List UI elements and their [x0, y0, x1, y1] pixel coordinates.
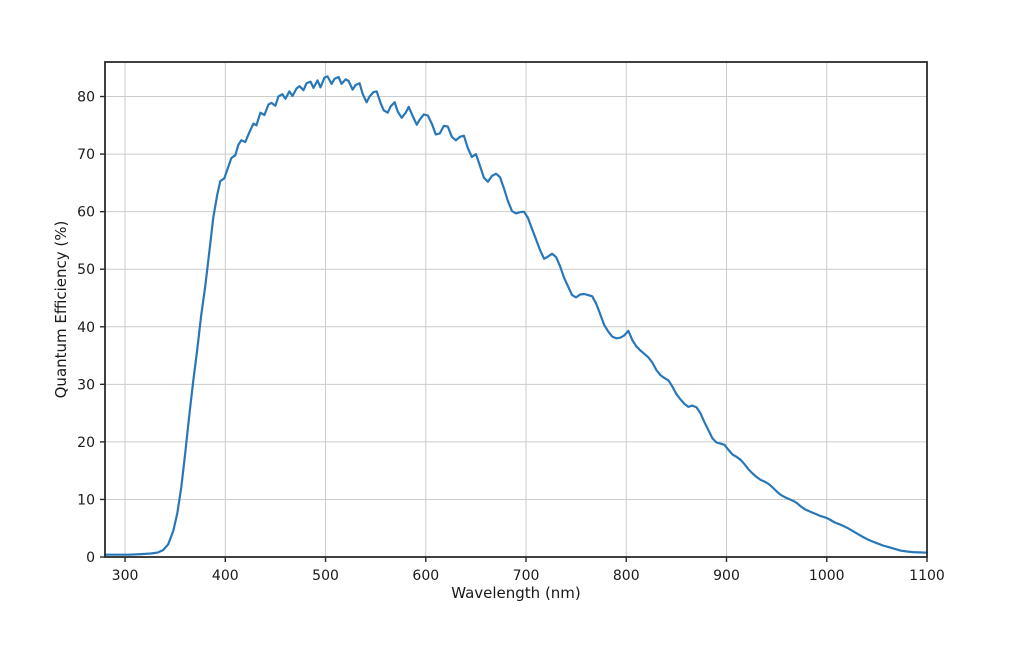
y-tick-label: 60 [77, 205, 95, 221]
y-axis-label: Quantum Efficiency (%) [52, 221, 70, 399]
x-tick-label: 400 [212, 568, 239, 584]
x-tick-label: 700 [513, 568, 540, 584]
y-tick-label: 40 [77, 320, 95, 336]
x-tick-label: 300 [112, 568, 139, 584]
grid-lines [105, 62, 928, 558]
y-tick-label: 50 [77, 262, 95, 278]
x-tick-label: 900 [713, 568, 740, 584]
x-tick-label: 600 [412, 568, 439, 584]
qe-curve-line [103, 75, 929, 556]
x-tick-label: 800 [613, 568, 640, 584]
x-tick-label: 500 [312, 568, 339, 584]
y-tick-label: 10 [77, 492, 95, 508]
x-axis-label: Wavelength (nm) [451, 584, 581, 602]
curve-layer [103, 75, 929, 556]
y-axis-ticks: 0 10 20 30 40 50 60 70 80 [77, 90, 105, 566]
x-axis-ticks: 300 400 500 600 700 800 900 1000 1100 [112, 557, 945, 584]
x-tick-label: 1100 [909, 568, 945, 584]
y-tick-label: 70 [77, 147, 95, 163]
y-tick-label: 20 [77, 435, 95, 451]
y-tick-label: 80 [77, 90, 95, 106]
y-tick-label: 30 [77, 377, 95, 393]
x-tick-label: 1000 [809, 568, 845, 584]
plot-border [104, 61, 928, 558]
y-tick-label: 0 [86, 550, 95, 566]
